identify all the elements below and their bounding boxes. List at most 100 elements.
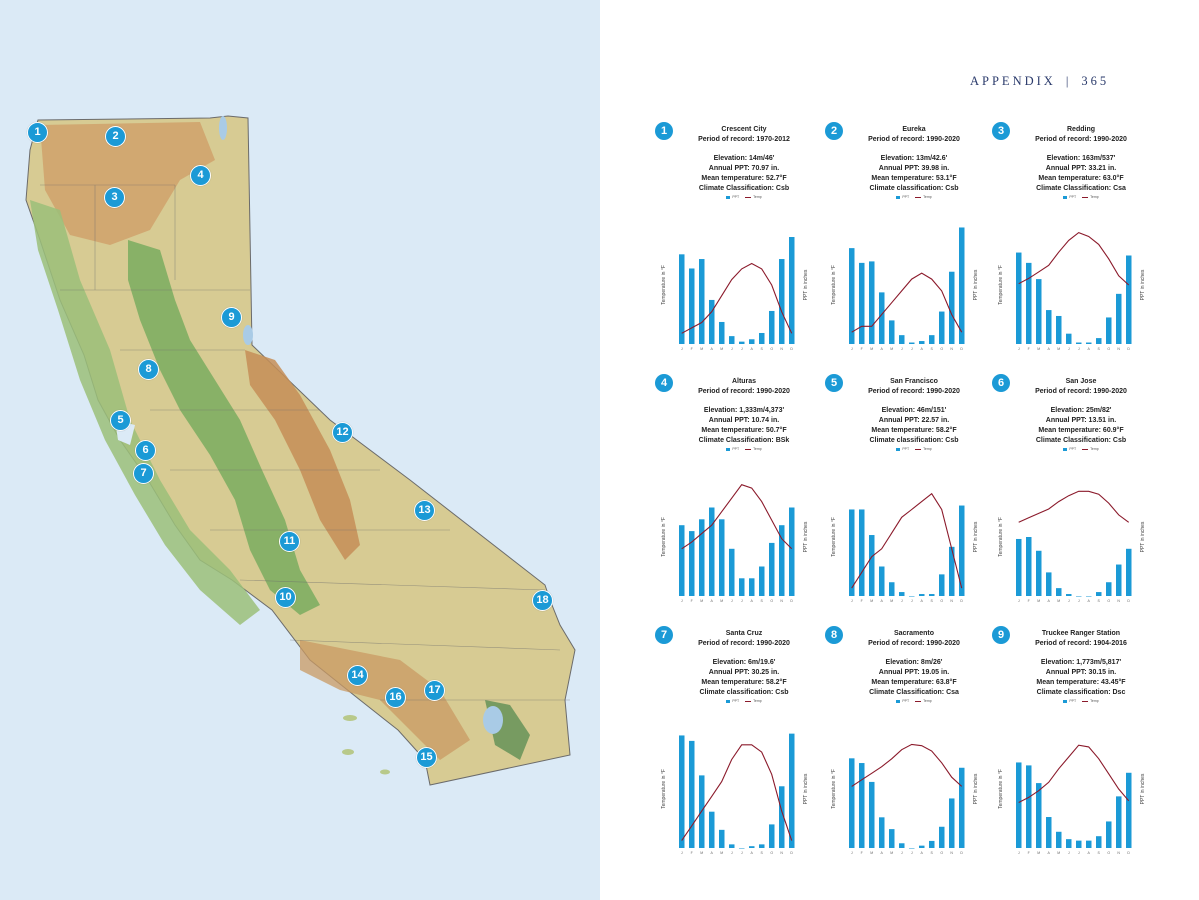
ppt-bar [899, 592, 905, 596]
ppt-bar [849, 248, 855, 344]
ppt-bar [909, 342, 915, 344]
ppt-bar [889, 582, 895, 596]
station-card: 7 Santa Cruz Period of record: 1990-2020 El… [655, 626, 825, 864]
month-tick-label: O [940, 851, 943, 855]
station-period: Period of record: 1904-2016 [1035, 640, 1127, 647]
station-stats: Elevation: 13m/42.6' Annual PPT: 39.98 in… [839, 154, 989, 194]
month-tick-label: M [890, 599, 893, 603]
ppt-bar [789, 237, 795, 344]
month-tick-label: O [1107, 851, 1110, 855]
station-elevation: Elevation: 1,773m/5,817' [1040, 659, 1122, 666]
y-axis-label-temp: Temperature in °F [831, 769, 837, 809]
station-title: San Francisco Period of record: 1990-2020 [839, 377, 989, 397]
month-tick-label: M [1037, 851, 1040, 855]
month-tick-label: M [1057, 599, 1060, 603]
sierra-nevada [245, 350, 360, 560]
month-tick-label: J [1068, 851, 1070, 855]
station-annual-ppt: Annual PPT: 30.25 in. [708, 669, 780, 676]
section-title: APPENDIX [970, 74, 1056, 88]
ppt-bar [959, 505, 965, 596]
ppt-bar [1026, 537, 1032, 596]
month-tick-label: D [960, 851, 963, 855]
county-lines [40, 184, 570, 701]
station-title: Eureka Period of record: 1990-2020 [839, 125, 989, 145]
ppt-bar [779, 786, 785, 848]
ppt-bar [1106, 821, 1112, 848]
map-marker-17: 17 [424, 680, 445, 701]
station-elevation: Elevation: 8m/26' [885, 659, 943, 666]
ppt-bar [769, 542, 775, 596]
month-tick-label: M [700, 599, 703, 603]
month-tick-label: D [960, 599, 963, 603]
month-tick-label: O [770, 347, 773, 351]
station-number-badge: 3 [992, 122, 1010, 140]
month-tick-label: J [901, 347, 903, 351]
station-period: Period of record: 1970-2012 [698, 136, 790, 143]
y-axis-label-ppt: PPT in inches [803, 269, 809, 300]
station-name: Crescent City [721, 126, 767, 133]
month-tick-label: D [790, 347, 793, 351]
station-name: Santa Cruz [725, 630, 763, 637]
legend-ppt-swatch [1063, 699, 1068, 703]
month-tick-label: O [770, 599, 773, 603]
station-stats: Elevation: 6m/19.6' Annual PPT: 30.25 in.… [669, 658, 819, 698]
ppt-bar [1116, 796, 1122, 848]
month-tick-label: J [731, 851, 733, 855]
ppt-bar [1076, 596, 1082, 597]
ppt-bar [929, 335, 935, 344]
month-tick-label: N [780, 347, 783, 351]
station-stats: Elevation: 8m/26' Annual PPT: 19.05 in. Me… [839, 658, 989, 698]
station-number-badge: 9 [992, 626, 1010, 644]
month-tick-label: S [761, 599, 764, 603]
month-tick-label: A [1088, 851, 1091, 855]
month-tick-label: J [1078, 599, 1080, 603]
station-annual-ppt: Annual PPT: 22.57 in. [878, 417, 950, 424]
station-mean-temp: Mean temperature: 58.2°F [701, 679, 787, 686]
map-marker-7: 7 [133, 463, 154, 484]
month-tick-label: M [1037, 599, 1040, 603]
ppt-bar [739, 578, 745, 596]
y-axis-label-ppt: PPT in inches [1140, 773, 1146, 804]
chart-legend: PPT Temp [839, 699, 989, 703]
station-card: 8 Sacramento Period of record: 1990-2020 El… [825, 626, 995, 864]
ppt-bar [909, 848, 915, 849]
month-tick-label: J [851, 851, 853, 855]
month-tick-label: A [1048, 599, 1051, 603]
station-climate: Climate Classification: Csa [869, 689, 959, 696]
month-tick-label: J [851, 347, 853, 351]
station-mean-temp: Mean temperature: 58.2°F [871, 427, 957, 434]
month-tick-label: M [870, 851, 873, 855]
month-tick-label: O [1107, 599, 1110, 603]
station-title: Sacramento Period of record: 1990-2020 [839, 629, 989, 649]
station-number-badge: 5 [825, 374, 843, 392]
y-axis-label-ppt: PPT in inches [973, 773, 979, 804]
month-tick-label: J [1018, 851, 1020, 855]
temp-line [1018, 231, 1130, 286]
ppt-bar [1036, 279, 1042, 344]
station-elevation: Elevation: 1,333m/4,373' [703, 407, 785, 414]
station-title: Truckee Ranger Station Period of record: … [1006, 629, 1156, 649]
ppt-bar [879, 292, 885, 344]
station-mean-temp: Mean temperature: 60.9°F [1038, 427, 1124, 434]
ppt-bar [1016, 762, 1022, 848]
ppt-bar [1086, 840, 1092, 848]
ppt-bar [959, 227, 965, 344]
channel-islands-3 [380, 769, 390, 775]
map-marker-2: 2 [105, 126, 126, 147]
month-tick-label: O [1107, 347, 1110, 351]
month-tick-label: J [1018, 347, 1020, 351]
ppt-bar [919, 845, 925, 848]
month-tick-label: A [881, 347, 884, 351]
ppt-bar [1116, 293, 1122, 344]
legend-temp-swatch [745, 448, 752, 450]
station-number-badge: 1 [655, 122, 673, 140]
ppt-bar [749, 846, 755, 848]
station-name: Redding [1067, 126, 1095, 133]
ppt-bar [1086, 596, 1092, 597]
ppt-bar [699, 519, 705, 596]
station-card: 9 Truckee Ranger Station Period of record:… [992, 626, 1162, 864]
ppt-bar [739, 848, 745, 849]
station-climate: Climate Classification: BSk [698, 437, 790, 444]
month-tick-label: F [1028, 599, 1030, 603]
map-marker-14: 14 [347, 665, 368, 686]
